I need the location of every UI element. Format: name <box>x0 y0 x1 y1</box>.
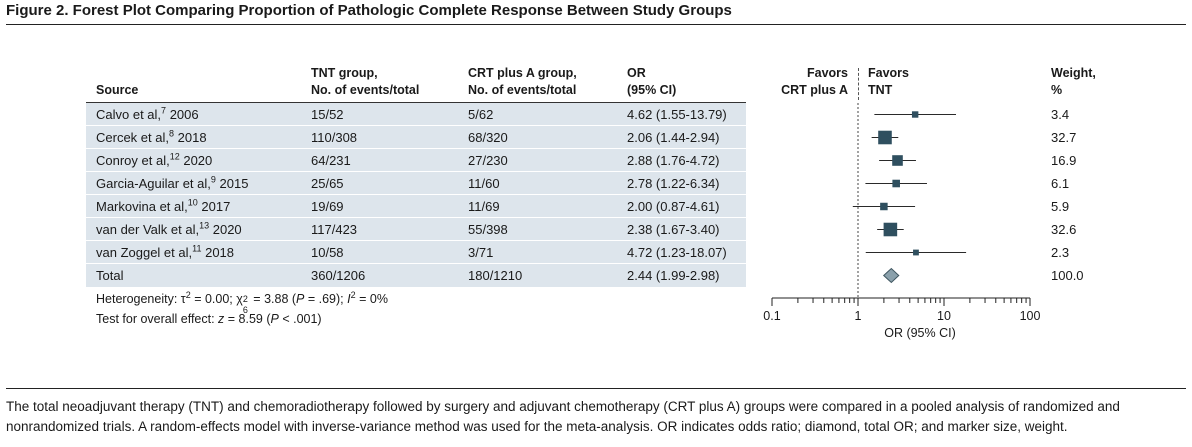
x-tick-label: 1 <box>855 309 862 323</box>
crt-cell: 11/60 <box>468 176 500 191</box>
tnt-cell: 64/231 <box>311 153 351 168</box>
figure-caption: The total neoadjuvant therapy (TNT) and … <box>6 399 1120 434</box>
weight-cell: 32.7 <box>1051 130 1077 145</box>
header-weight-1: Weight, <box>1051 66 1096 80</box>
row-shade <box>86 103 746 126</box>
weight-cell: 16.9 <box>1051 153 1077 168</box>
weight-cell: 32.6 <box>1051 222 1077 237</box>
weight-cell: 3.4 <box>1051 107 1070 122</box>
row-divider <box>86 217 746 218</box>
weight-cell: 2.3 <box>1051 245 1070 260</box>
total-crt-cell: 180/1210 <box>468 268 523 283</box>
row-shade <box>86 149 746 172</box>
x-tick-label: 0.1 <box>763 309 780 323</box>
crt-cell: 3/71 <box>468 245 494 260</box>
header-favors-left-1: Favors <box>807 66 848 80</box>
forest-plot: 0.1 1 10 100 <box>763 103 1041 323</box>
header-or-1: OR <box>627 66 646 80</box>
or-cell: 2.06 (1.44-2.94) <box>627 130 720 145</box>
or-cell: 2.88 (1.76-4.72) <box>627 153 720 168</box>
crt-cell: 11/69 <box>468 199 500 214</box>
study-marker <box>883 222 898 237</box>
overall-effect-text: Test for overall effect: z = 8.59 (P < .… <box>96 312 322 326</box>
source-cell: Calvo et al,7 2006 <box>96 105 199 122</box>
row-shade <box>86 264 746 287</box>
title-rule <box>6 24 1186 25</box>
row-divider <box>86 171 746 172</box>
study-marker <box>913 249 919 256</box>
row-shade <box>86 195 746 218</box>
header-tnt-1: TNT group, <box>311 66 378 80</box>
caption-rule <box>6 388 1186 389</box>
study-marker <box>892 179 900 188</box>
header-favors-left-2: CRT plus A <box>781 83 848 97</box>
study-marker <box>878 130 892 145</box>
row-shade <box>86 172 746 195</box>
or-cell: 2.78 (1.22-6.34) <box>627 176 720 191</box>
study-marker <box>911 111 919 118</box>
header-or-2: (95% CI) <box>627 83 677 97</box>
header-favors-right-1: Favors <box>868 66 909 80</box>
or-cell: 4.72 (1.23-18.07) <box>627 245 727 260</box>
total-diamond <box>882 267 900 284</box>
weight-cell: 6.1 <box>1051 176 1070 191</box>
tnt-cell: 19/69 <box>311 199 344 214</box>
crt-cell: 55/398 <box>468 222 508 237</box>
tnt-cell: 25/65 <box>311 176 344 191</box>
study-marker <box>892 155 903 166</box>
tnt-cell: 10/58 <box>311 245 344 260</box>
header-tnt-2: No. of events/total <box>311 83 420 97</box>
table-rule <box>86 102 746 103</box>
row-divider <box>86 240 746 241</box>
header-weight-2: % <box>1051 83 1063 97</box>
total-source-cell: Total <box>96 268 124 283</box>
source-cell: van der Valk et al,13 2020 <box>96 220 242 237</box>
source-cell: Markovina et al,10 2017 <box>96 197 231 214</box>
crt-cell: 68/320 <box>468 130 508 145</box>
crt-cell: 5/62 <box>468 107 494 122</box>
source-cell: Conroy et al,12 2020 <box>96 151 213 168</box>
source-cell: Garcia-Aguilar et al,9 2015 <box>96 174 249 191</box>
row-divider <box>86 263 746 264</box>
weight-cell: 5.9 <box>1051 199 1070 214</box>
header-favors-right-2: TNT <box>868 83 893 97</box>
header-divider <box>858 68 859 100</box>
source-cell: van Zoggel et al,11 2018 <box>96 243 235 260</box>
source-cell: Cercek et al,8 2018 <box>96 128 207 145</box>
row-divider <box>86 125 746 126</box>
figure-title: Figure 2. Forest Plot Comparing Proporti… <box>6 2 732 19</box>
x-tick-label: 100 <box>1020 309 1041 323</box>
total-or-cell: 2.44 (1.99-2.98) <box>627 268 720 283</box>
x-tick-label: 10 <box>937 309 951 323</box>
total-tnt-cell: 360/1206 <box>311 268 366 283</box>
header-source: Source <box>96 83 139 97</box>
row-divider <box>86 148 746 149</box>
row-shade <box>86 241 746 264</box>
header-crt-2: No. of events/total <box>468 83 577 97</box>
tnt-cell: 117/423 <box>311 222 358 237</box>
or-cell: 2.38 (1.67-3.40) <box>627 222 720 237</box>
row-shade <box>86 218 746 241</box>
row-divider <box>86 194 746 195</box>
tnt-cell: 15/52 <box>311 107 344 122</box>
crt-cell: 27/230 <box>468 153 508 168</box>
header-crt-1: CRT plus A group, <box>468 66 577 80</box>
or-cell: 2.00 (0.87-4.61) <box>627 199 720 214</box>
tnt-cell: 110/308 <box>311 130 358 145</box>
row-shade <box>86 126 746 149</box>
x-axis-label: OR (95% CI) <box>884 326 956 340</box>
or-cell: 4.62 (1.55-13.79) <box>627 107 727 122</box>
total-weight-cell: 100.0 <box>1051 268 1084 283</box>
study-marker <box>880 202 888 211</box>
